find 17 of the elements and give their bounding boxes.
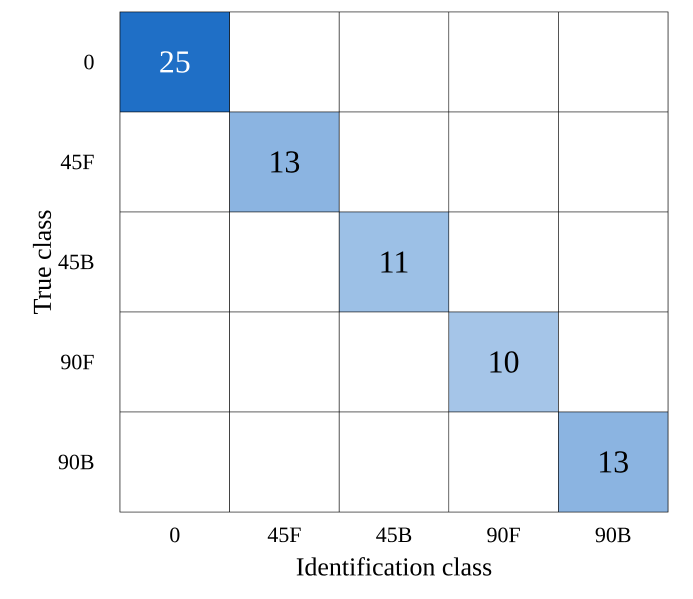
data-label: 13 xyxy=(600,451,628,473)
x-tick-label: 90F xyxy=(487,528,520,542)
y-tick-label: 0 xyxy=(84,54,94,70)
x-tick-label: 90B xyxy=(596,528,630,542)
data-label: 11 xyxy=(381,251,408,273)
y-tick-label: 45B xyxy=(58,254,94,270)
y-tick-label: 90B xyxy=(58,454,94,470)
x-tick-label: 45F xyxy=(268,528,301,542)
data-label: 25 xyxy=(160,51,190,73)
x-tick-label: 0 xyxy=(170,528,180,542)
y-tick-label: 90F xyxy=(61,354,94,370)
y-axis-title: True class xyxy=(32,210,52,314)
data-label: 13 xyxy=(271,151,300,173)
data-label: 10 xyxy=(490,351,518,373)
x-axis-title: Identification class xyxy=(296,557,492,576)
x-tick-label: 45B xyxy=(376,528,412,542)
y-tick-label: 45F xyxy=(60,154,94,170)
